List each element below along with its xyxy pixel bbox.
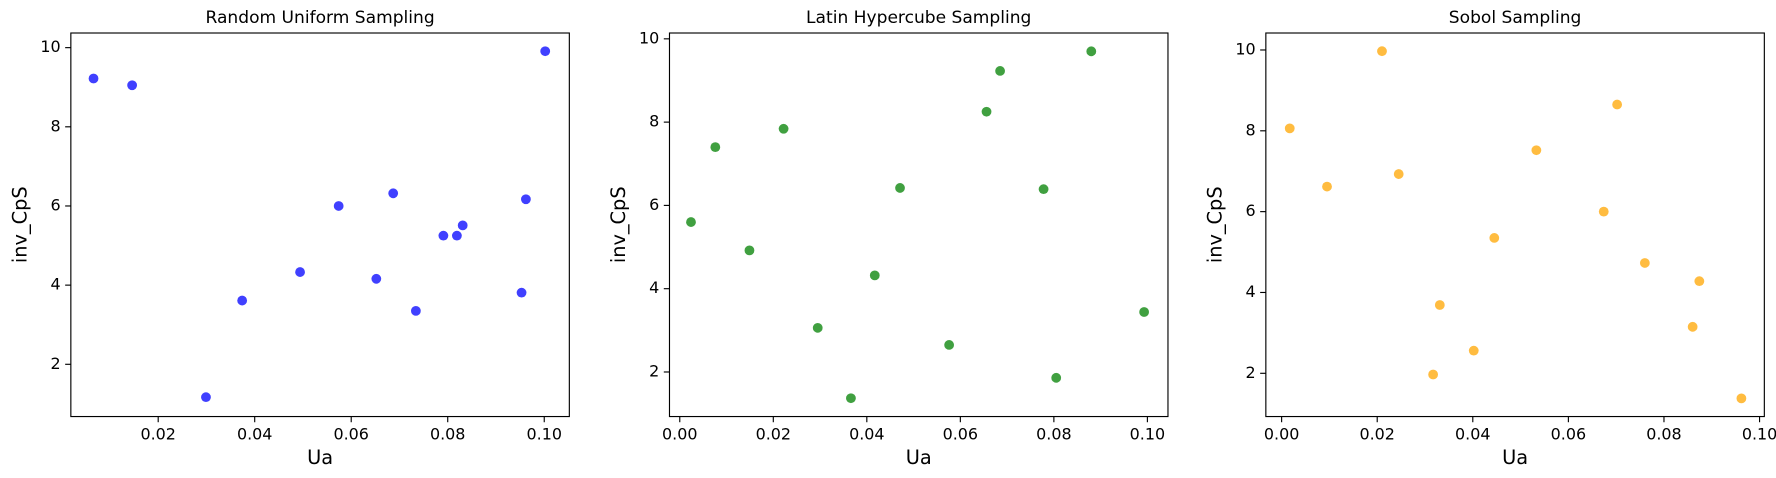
- y-tick-label: 4: [1245, 282, 1255, 301]
- point: [1051, 372, 1062, 383]
- point: [1038, 184, 1049, 195]
- point: [201, 392, 211, 403]
- point: [1639, 258, 1650, 268]
- point: [1377, 46, 1387, 57]
- y-axis-label: inv_CpS: [607, 186, 630, 263]
- point: [1468, 345, 1479, 356]
- point: [457, 220, 468, 231]
- x-tick-label: 0.02: [1359, 424, 1394, 443]
- subplot-title: Random Uniform Sampling: [205, 8, 434, 28]
- subplot-title: Sobol Sampling: [1449, 8, 1582, 28]
- point: [438, 230, 449, 241]
- subplot-title: Latin Hypercube Sampling: [806, 8, 1031, 28]
- y-tick-label: 2: [649, 361, 659, 380]
- x-tick-label: 0.04: [1455, 424, 1490, 443]
- point: [1612, 99, 1623, 110]
- x-tick-label: 0.10: [1742, 424, 1776, 443]
- point: [710, 142, 721, 153]
- x-axis-label: Ua: [1502, 446, 1528, 469]
- point: [452, 230, 462, 241]
- point: [388, 188, 399, 199]
- point: [812, 322, 823, 333]
- y-tick-label: 6: [1245, 201, 1255, 220]
- point: [88, 73, 99, 84]
- y-tick-label: 4: [649, 278, 659, 297]
- point: [1489, 233, 1500, 243]
- y-axis-label: inv_CpS: [1203, 186, 1226, 263]
- x-tick-label: 0.10: [527, 424, 562, 443]
- x-tick-label: 0.08: [1036, 424, 1071, 443]
- point: [995, 66, 1005, 76]
- point: [1139, 307, 1150, 317]
- plot-frame: [70, 32, 570, 418]
- point: [295, 267, 305, 277]
- y-tick-label: 6: [649, 195, 659, 214]
- point: [1434, 300, 1445, 310]
- y-tick-label: 2: [50, 354, 60, 373]
- x-axis-label: Ua: [906, 446, 932, 469]
- point: [981, 106, 992, 117]
- point: [1736, 393, 1747, 404]
- y-tick-label: 8: [1245, 120, 1255, 139]
- y-tick-label: 2: [1245, 363, 1255, 382]
- point: [1322, 181, 1332, 192]
- point: [540, 46, 551, 57]
- x-tick-label: 0.08: [430, 424, 465, 443]
- x-tick-label: 0.02: [756, 424, 791, 443]
- point: [333, 201, 344, 211]
- point: [237, 295, 248, 306]
- x-tick-label: 0.06: [1551, 424, 1586, 443]
- point: [1598, 206, 1609, 217]
- subplot: Latin Hypercube Sampling 0.00 0.02 0.04 0.06…: [607, 8, 1169, 469]
- point: [1284, 123, 1295, 134]
- point: [521, 194, 531, 205]
- point: [1428, 369, 1439, 380]
- y-axis-label: inv_CpS: [8, 186, 31, 263]
- x-tick-label: 0.10: [1130, 424, 1165, 443]
- x-tick-label: 0.06: [333, 424, 368, 443]
- point: [895, 183, 905, 193]
- y-tick-label: 8: [649, 112, 659, 131]
- point: [516, 287, 527, 298]
- x-tick-label: 0.06: [943, 424, 978, 443]
- point: [1086, 46, 1097, 57]
- y-tick-label: 8: [50, 116, 60, 135]
- point: [1531, 145, 1542, 156]
- point: [127, 80, 138, 91]
- point: [744, 245, 755, 256]
- point: [944, 340, 955, 350]
- x-tick-label: 0.04: [849, 424, 884, 443]
- point: [686, 217, 696, 227]
- point: [869, 270, 880, 281]
- y-tick-label: 4: [50, 275, 60, 294]
- x-axis-label: Ua: [307, 446, 333, 469]
- plot-frame: [668, 32, 1169, 418]
- plot-frame: [1265, 32, 1765, 418]
- x-tick-label: 0.08: [1646, 424, 1681, 443]
- y-tick-label: 10: [40, 37, 60, 56]
- x-tick-label: 0.00: [662, 424, 697, 443]
- x-tick-label: 0.00: [1264, 424, 1299, 443]
- point: [1393, 169, 1404, 179]
- y-tick-label: 10: [639, 28, 659, 47]
- y-tick-label: 10: [1235, 39, 1255, 58]
- point: [1694, 276, 1705, 287]
- point: [778, 123, 789, 134]
- subplot: Sobol Sampling 0.00 0.02 0.04 0.06 0.08 0.10 2 4…: [1203, 8, 1776, 469]
- point: [1687, 321, 1698, 332]
- y-tick-label: 6: [50, 195, 60, 214]
- point: [371, 273, 382, 284]
- x-tick-label: 0.04: [237, 424, 272, 443]
- point: [846, 393, 856, 404]
- point: [410, 305, 421, 316]
- x-tick-label: 0.02: [140, 424, 175, 443]
- subplot: Random Uniform Sampling 0.02 0.04 0.06 0.08 0…: [8, 8, 570, 469]
